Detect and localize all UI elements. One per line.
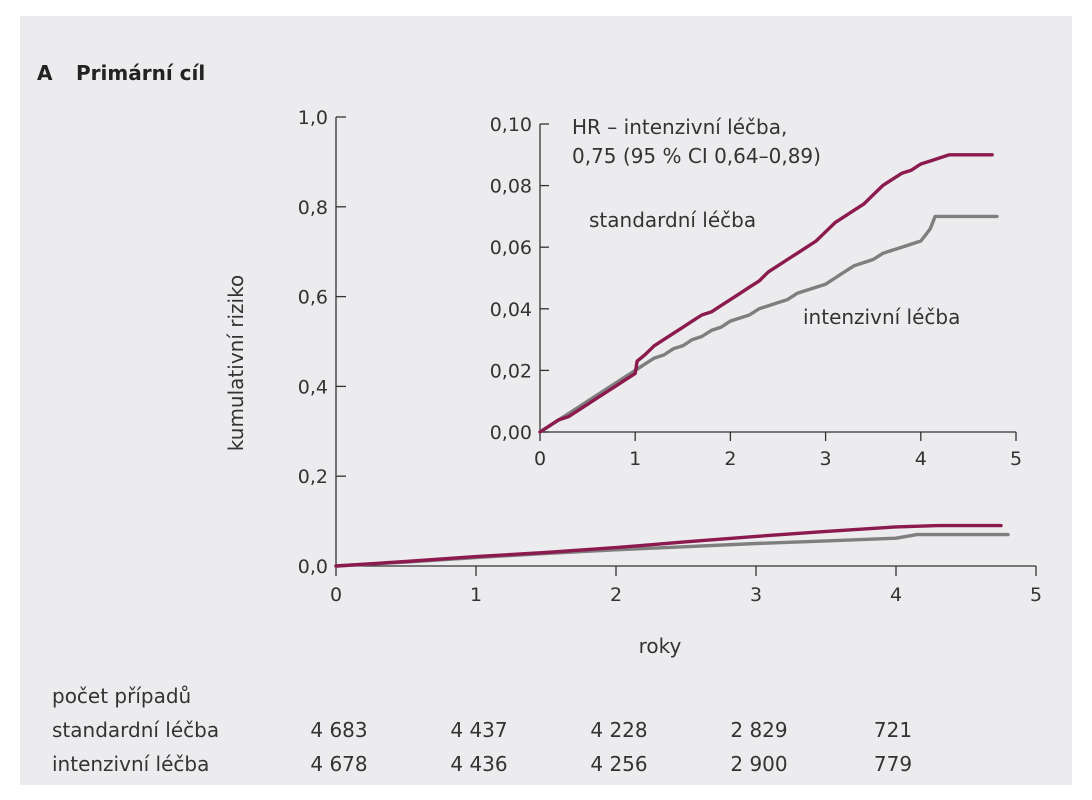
risk-table-cell: 779: [874, 752, 912, 776]
figure-panel: [20, 16, 1072, 785]
panel-letter: A: [37, 61, 53, 85]
main-y-axis-label: kumulativní riziko: [224, 275, 248, 451]
risk-table: počet případů standardní léčba intenzivn…: [52, 684, 912, 776]
risk-table-cell: 4 683: [310, 718, 367, 742]
main-y-tick-label: 0,2: [298, 466, 328, 488]
inset-x-tick-label: 2: [724, 448, 736, 470]
risk-table-heading: počet případů: [52, 684, 191, 708]
inset-x-tick-label: 5: [1010, 448, 1022, 470]
hr-annotation-line-2: 0,75 (95 % CI 0,64–0,89): [572, 144, 821, 168]
inset-y-tick-label: 0,04: [490, 299, 532, 321]
panel-title: Primární cíl: [76, 61, 205, 85]
inset-x-tick-label: 1: [629, 448, 641, 470]
main-x-tick-label: 2: [610, 584, 622, 606]
risk-row-label: intenzivní léčba: [52, 752, 209, 776]
risk-table-cell: 4 678: [310, 752, 367, 776]
inset-y-tick-label: 0,02: [490, 360, 532, 382]
inset-y-tick-label: 0,00: [490, 422, 532, 444]
inset-x-tick-label: 4: [915, 448, 927, 470]
main-series-line-intenzivni-lecba: [334, 532, 1010, 568]
risk-table-cell: 4 437: [450, 718, 507, 742]
risk-table-cell: 4 256: [590, 752, 647, 776]
main-x-tick-label: 0: [330, 584, 342, 606]
inset-label-standard: standardní léčba: [589, 208, 756, 232]
main-x-tick-label: 3: [750, 584, 762, 606]
main-x-axis-label: roky: [639, 634, 682, 658]
inset-y-tick-label: 0,10: [490, 114, 532, 136]
inset-label-intensive: intenzivní léčba: [803, 305, 960, 329]
risk-table-cell: 4 436: [450, 752, 507, 776]
main-x-tick-label: 4: [890, 584, 902, 606]
inset-chart: 0,00 0,02 0,04 0,06 0,08 0,10 0 1 2 3 4 5: [490, 114, 1022, 470]
inset-series-line-standardni-lecba: [538, 153, 994, 434]
inset-x-tick-label: 0: [534, 448, 546, 470]
risk-table-cell: 4 228: [590, 718, 647, 742]
inset-series-line-intenzivni-lecba: [538, 214, 999, 434]
risk-row-label: standardní léčba: [52, 718, 219, 742]
main-x-tick-label: 5: [1030, 584, 1042, 606]
hr-annotation-line-1: HR – intenzivní léčba,: [572, 115, 787, 139]
main-y-tick-label: 0,8: [298, 197, 328, 219]
main-series-line-standardni-lecba: [334, 523, 1003, 568]
inset-y-tick-label: 0,06: [490, 237, 532, 259]
main-y-tick-label: 0,6: [298, 287, 328, 309]
main-y-tick-label: 0,0: [298, 556, 328, 578]
risk-table-cell: 2 900: [730, 752, 787, 776]
risk-table-cell: 2 829: [730, 718, 787, 742]
inset-y-tick-label: 0,08: [490, 176, 532, 198]
main-x-tick-label: 1: [470, 584, 482, 606]
main-y-tick-label: 1,0: [298, 107, 328, 129]
main-y-tick-label: 0,4: [298, 376, 328, 398]
main-chart: 0,0 0,2 0,4 0,6 0,8 1,0 0 1 2 3 4 5: [298, 107, 1042, 606]
inset-x-tick-label: 3: [820, 448, 832, 470]
risk-table-cell: 721: [874, 718, 912, 742]
